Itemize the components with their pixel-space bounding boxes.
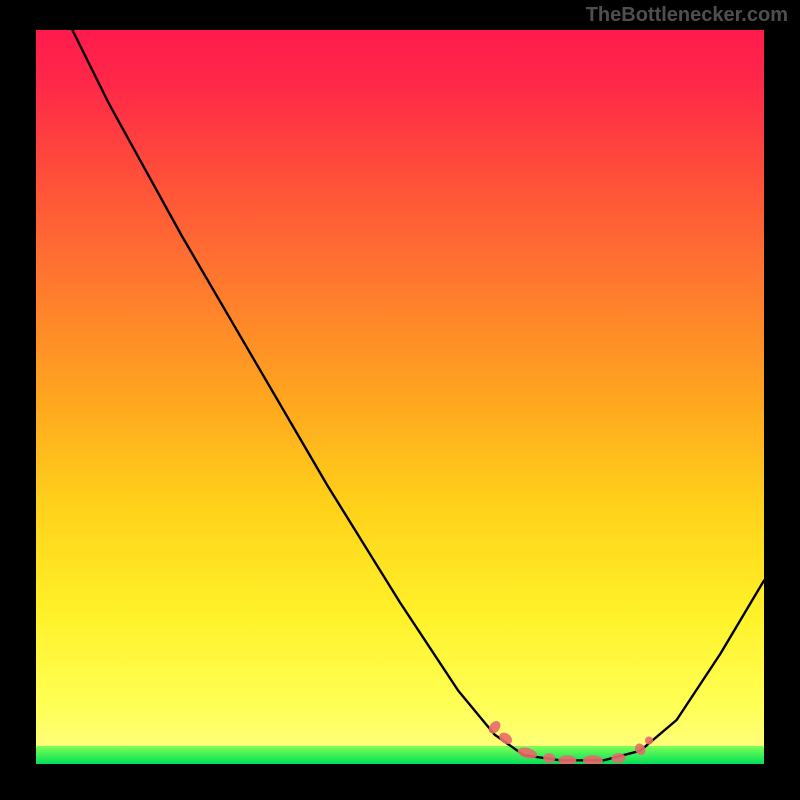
valley-marker <box>645 737 653 745</box>
valley-marker <box>583 755 603 764</box>
watermark-text: TheBottlenecker.com <box>586 4 788 27</box>
curve-path <box>72 30 764 760</box>
bottleneck-curve <box>36 30 764 764</box>
plot-area <box>36 30 764 764</box>
valley-marker <box>633 742 648 757</box>
valley-marker <box>558 755 576 764</box>
chart-container: TheBottlenecker.com <box>0 0 800 800</box>
valley-marker <box>543 753 556 764</box>
valley-marker <box>497 730 514 746</box>
valley-marker <box>516 746 538 761</box>
